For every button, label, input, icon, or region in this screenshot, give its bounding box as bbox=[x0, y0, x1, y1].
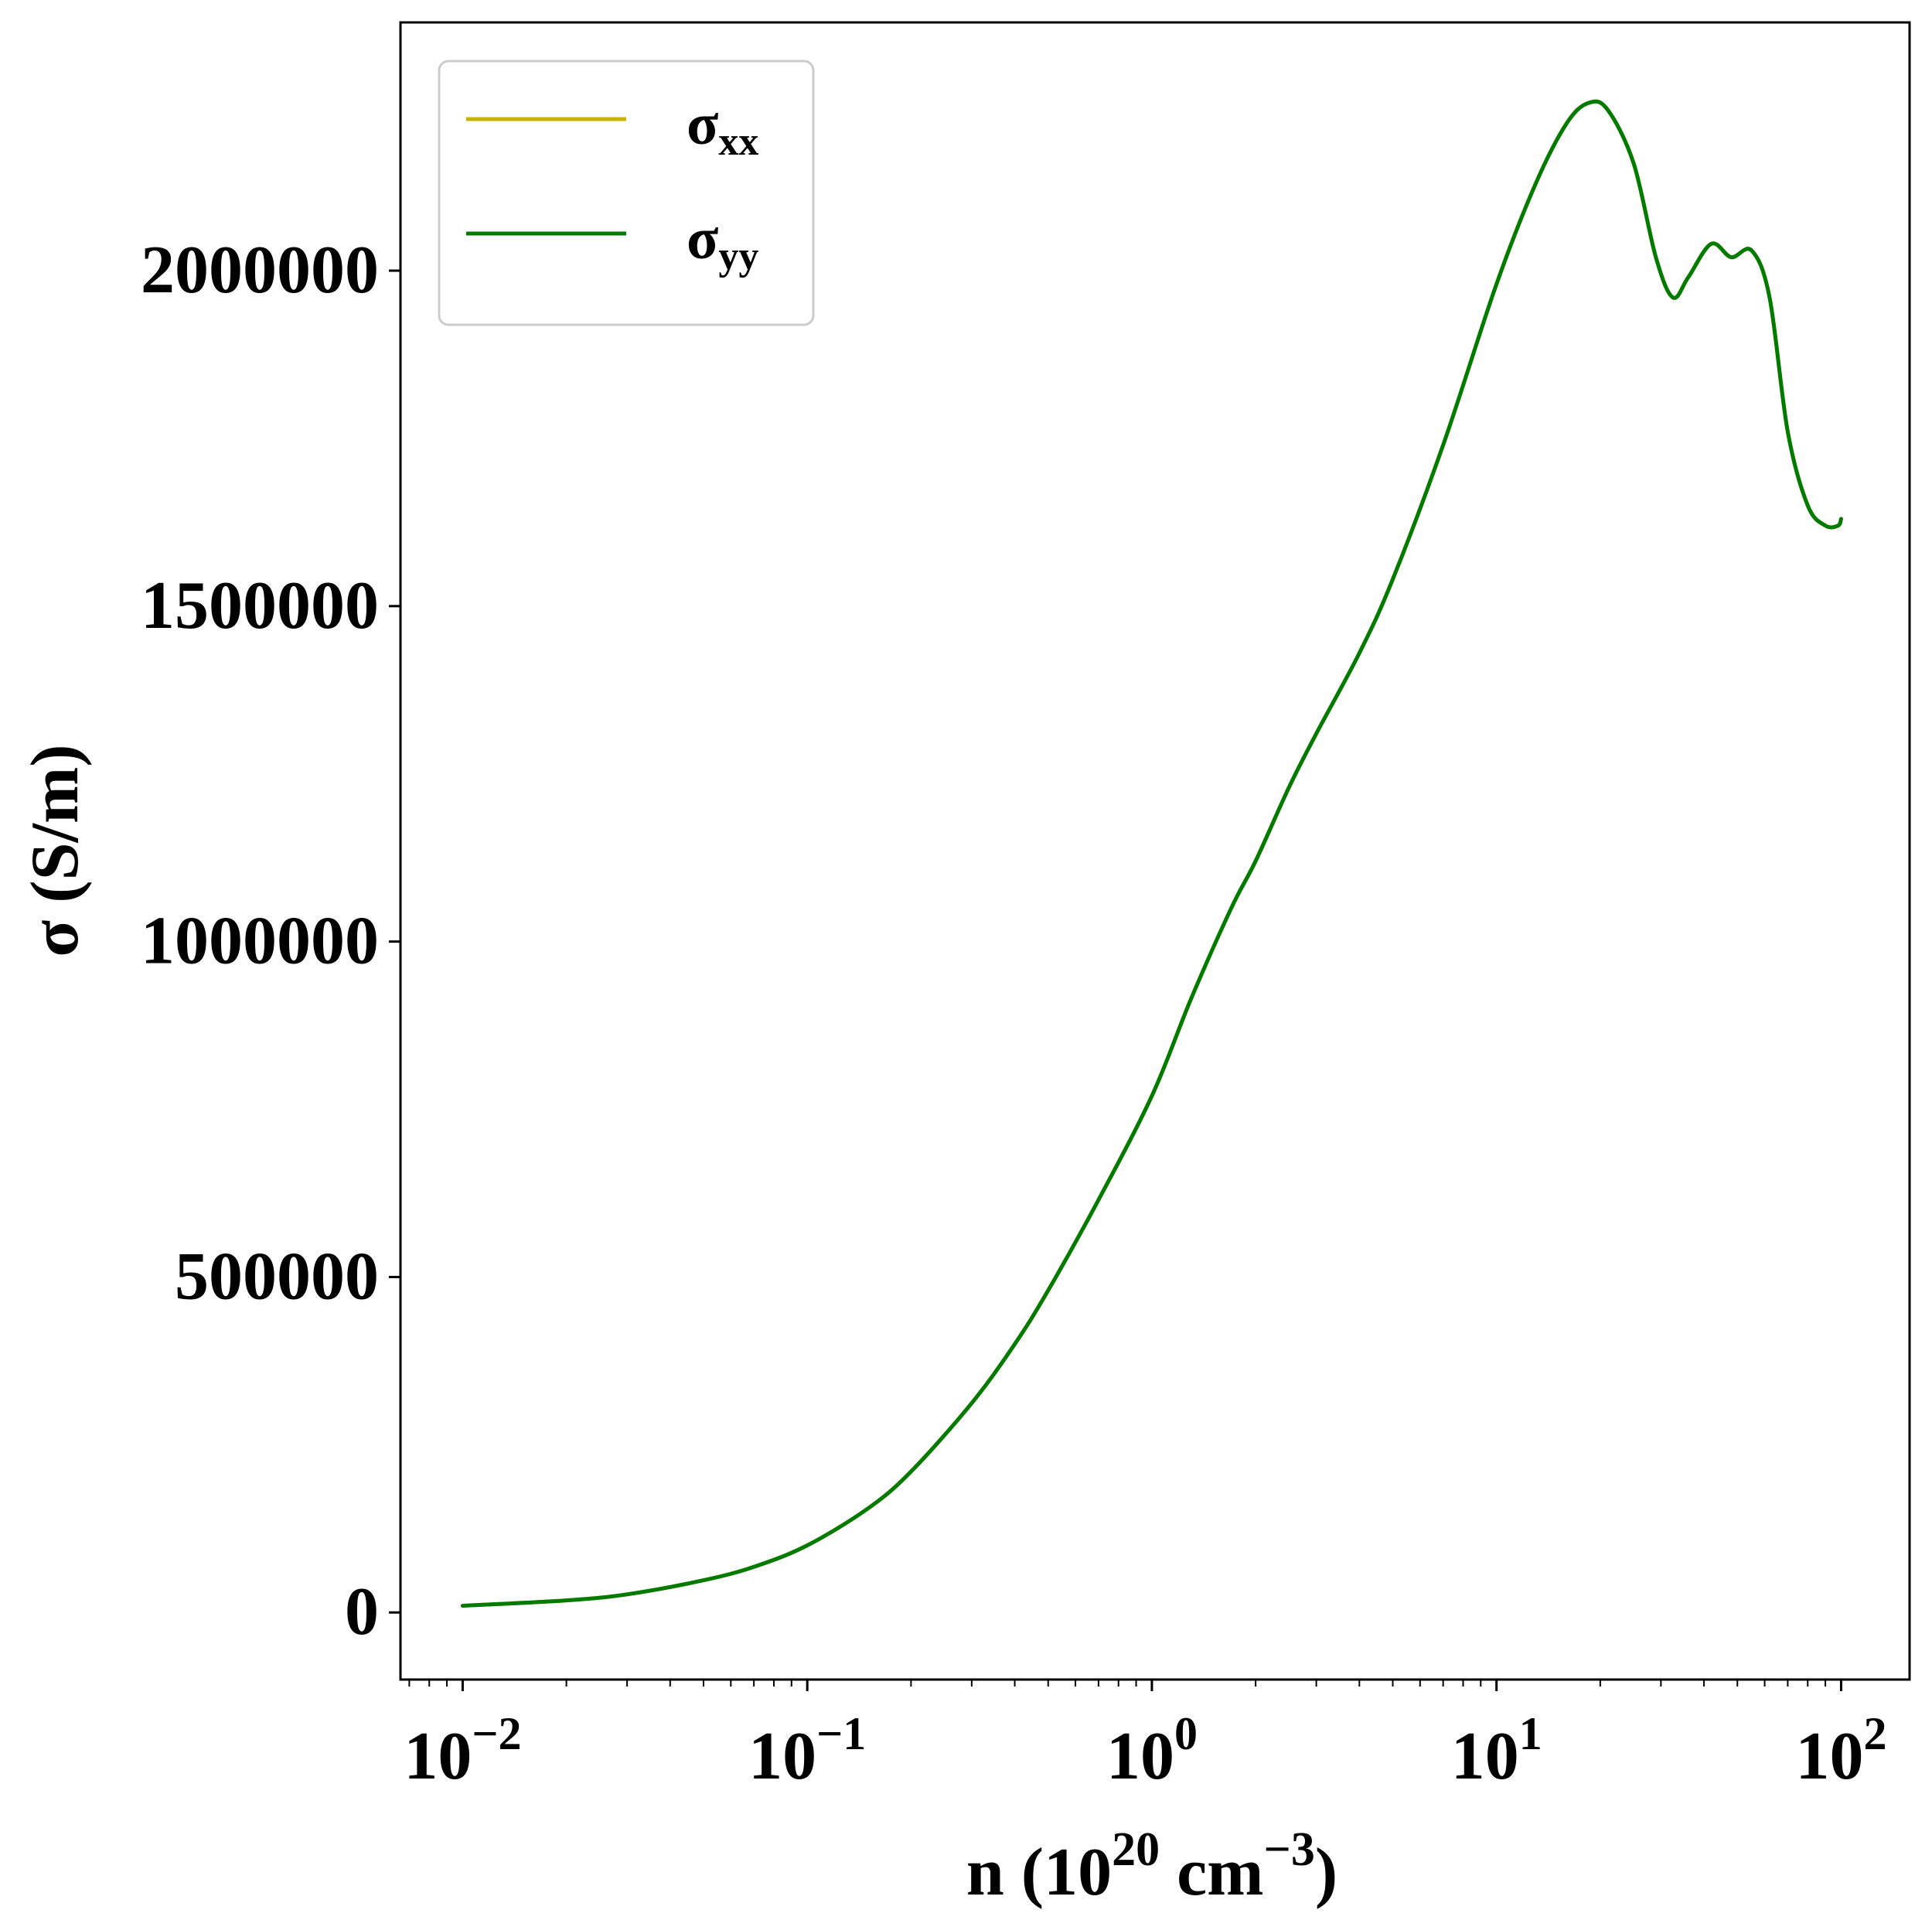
x-tick-label-exponent: 0 bbox=[1174, 1708, 1198, 1759]
x-tick-label-base: 10 bbox=[1106, 1719, 1174, 1794]
legend: σxx σyy bbox=[438, 60, 815, 326]
x-tick-label-exponent: 1 bbox=[1519, 1708, 1542, 1759]
legend-label-sigma-yy-sub: yy bbox=[718, 234, 758, 278]
legend-label-sigma-xx: σxx bbox=[687, 92, 758, 164]
series-line-sigma-yy bbox=[460, 99, 1843, 1608]
y-tick-label: 0 bbox=[345, 1574, 379, 1649]
x-tick-label: 100 bbox=[1106, 1708, 1198, 1794]
series-line-sigma-xx bbox=[460, 99, 1843, 1608]
x-tick-label-exponent: −1 bbox=[816, 1708, 866, 1759]
x-tick-label-exponent: −2 bbox=[472, 1708, 521, 1759]
x-tick-label: 101 bbox=[1451, 1708, 1542, 1794]
x-axis-label-base: n (10 bbox=[966, 1835, 1112, 1910]
y-tick-label: 500000 bbox=[175, 1239, 379, 1314]
legend-box bbox=[438, 60, 815, 326]
legend-label-sigma-xx-sub: xx bbox=[718, 120, 758, 164]
x-tick-label: 10−2 bbox=[404, 1708, 521, 1794]
legend-label-sigma-yy: σyy bbox=[687, 206, 758, 278]
y-axis-label: σ (S/m) bbox=[18, 744, 93, 957]
x-axis-label: n (1020 cm−3) bbox=[966, 1823, 1337, 1910]
x-tick-label-exponent: 2 bbox=[1863, 1708, 1886, 1759]
plot-frame bbox=[399, 21, 1911, 1681]
legend-label-sigma-xx-base: σ bbox=[687, 92, 718, 157]
y-axis-ticks: 0 500000 1000000 1500000 2000000 bbox=[141, 233, 400, 1649]
x-axis-label-exponent-1: 20 bbox=[1112, 1823, 1160, 1876]
x-tick-label-base: 10 bbox=[748, 1719, 816, 1794]
y-tick-label: 2000000 bbox=[141, 233, 379, 308]
x-axis-label-unit: cm bbox=[1160, 1835, 1263, 1910]
x-axis-ticks: 10−2 10−1 100 101 102 bbox=[404, 1680, 1886, 1794]
series-layer bbox=[460, 99, 1843, 1608]
x-axis-label-exponent-2: −3 bbox=[1263, 1823, 1314, 1876]
x-tick-label: 10−1 bbox=[748, 1708, 866, 1794]
x-tick-label: 102 bbox=[1795, 1708, 1886, 1794]
x-tick-label-base: 10 bbox=[1451, 1719, 1519, 1794]
x-tick-label-base: 10 bbox=[404, 1719, 472, 1794]
x-tick-label-base: 10 bbox=[1795, 1719, 1863, 1794]
y-tick-label: 1500000 bbox=[141, 568, 379, 643]
y-tick-label: 1000000 bbox=[141, 904, 379, 979]
legend-label-sigma-yy-base: σ bbox=[687, 206, 718, 271]
x-axis-label-close: ) bbox=[1315, 1835, 1337, 1910]
